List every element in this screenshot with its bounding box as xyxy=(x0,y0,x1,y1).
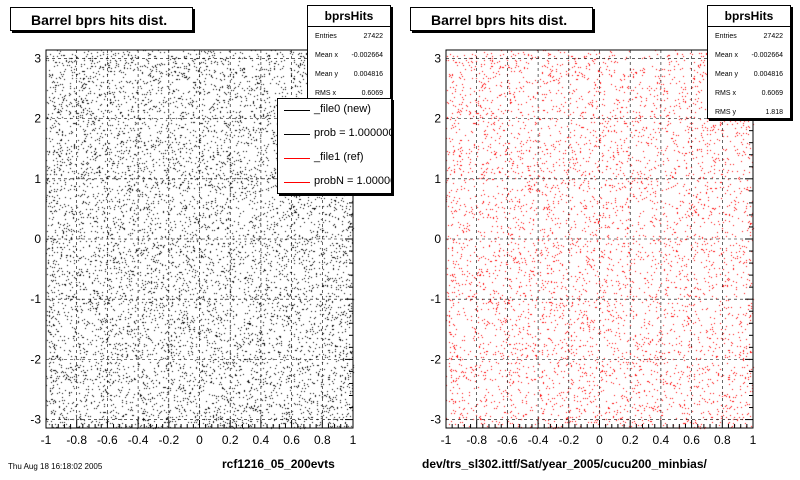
right-stats-name: bprsHits xyxy=(708,6,790,27)
timestamp: Thu Aug 18 16:18:02 2005 xyxy=(8,462,103,471)
x-tick-label: -1 xyxy=(441,433,452,447)
legend-label: probN = 1.000000 xyxy=(314,175,391,187)
y-tick-label: -3 xyxy=(30,413,41,427)
y-tick-label: 2 xyxy=(434,112,441,126)
legend-entry: _file0 (new) xyxy=(278,99,391,123)
y-tick-label: -1 xyxy=(30,292,41,306)
x-tick-label: 0.8 xyxy=(314,433,331,447)
y-tick-label: 3 xyxy=(34,51,41,65)
right-stats-box: bprsHits Entries 27422 Mean x -0.002664 … xyxy=(707,5,791,119)
right-stats-label: Entries xyxy=(715,33,737,40)
left-stats-value: 0.6069 xyxy=(361,90,383,97)
y-tick-label: -2 xyxy=(30,352,41,366)
left-stats-name: bprsHits xyxy=(308,6,390,27)
left-stats-row: Entries 27422 xyxy=(308,27,390,46)
right-stats-label: Mean y xyxy=(715,71,738,78)
x-tick-label: -0.4 xyxy=(528,433,549,447)
x-tick-label: 0.2 xyxy=(622,433,639,447)
y-tick-label: 1 xyxy=(34,172,41,186)
left-stats-label: RMS x xyxy=(315,90,336,97)
right-plot-title: Barrel bprs hits dist. xyxy=(410,7,593,31)
x-tick-label: -1 xyxy=(41,433,52,447)
left-stats-row: Mean y 0.004816 xyxy=(308,65,390,84)
x-tick-label: 0.6 xyxy=(683,433,700,447)
left-stats-value: 27422 xyxy=(363,33,383,40)
x-tick-label: 1 xyxy=(750,433,757,447)
legend-swatch-ref xyxy=(284,158,310,159)
legend-swatch-probn xyxy=(284,182,310,183)
right-stats-value: -0.002664 xyxy=(751,52,783,59)
legend-label: prob = 1.000000 xyxy=(314,127,392,139)
left-stats-box: bprsHits Entries 27422 Mean x -0.002664 … xyxy=(307,5,391,105)
x-tick-label: -0.8 xyxy=(66,433,87,447)
right-caption: dev/trs_sl302.ittf/Sat/year_2005/cucu200… xyxy=(422,457,707,471)
left-stats-label: Entries xyxy=(315,33,337,40)
x-tick-label: -0.4 xyxy=(128,433,149,447)
x-tick-label: 0.2 xyxy=(222,433,239,447)
right-stats-value: 1.818 xyxy=(765,109,783,116)
legend: _file0 (new) prob = 1.000000 _file1 (ref… xyxy=(277,98,392,194)
right-stats-row: RMS x 0.6069 xyxy=(708,84,790,103)
right-stats-value: 0.6069 xyxy=(761,90,783,97)
x-tick-label: 0.4 xyxy=(253,433,270,447)
left-plot-title-text: Barrel bprs hits dist. xyxy=(31,12,168,28)
left-stats-row: Mean x -0.002664 xyxy=(308,46,390,65)
x-tick-label: -0.6 xyxy=(497,433,518,447)
y-tick-label: 0 xyxy=(434,232,441,246)
left-stats-label: Mean x xyxy=(315,52,338,59)
x-tick-label: -0.6 xyxy=(97,433,118,447)
right-stats-row: Entries 27422 xyxy=(708,27,790,46)
x-tick-label: 0.6 xyxy=(283,433,300,447)
x-tick-label: 0.4 xyxy=(653,433,670,447)
right-stats-value: 27422 xyxy=(763,33,783,40)
right-stats-row: RMS y 1.818 xyxy=(708,103,790,122)
legend-entry: probN = 1.000000 xyxy=(278,171,391,193)
legend-entry: _file1 (ref) xyxy=(278,147,391,171)
right-stats-value: 0.004816 xyxy=(753,71,783,78)
x-tick-label: 0.8 xyxy=(714,433,731,447)
legend-entry: prob = 1.000000 xyxy=(278,123,391,147)
y-tick-label: 3 xyxy=(434,51,441,65)
right-stats-label: Mean x xyxy=(715,52,738,59)
y-tick-label: 1 xyxy=(434,172,441,186)
x-tick-label: 1 xyxy=(350,433,357,447)
y-tick-label: 0 xyxy=(34,232,41,246)
legend-label: _file0 (new) xyxy=(314,103,371,115)
x-tick-label: -0.8 xyxy=(466,433,487,447)
x-tick-label: 0 xyxy=(596,433,603,447)
x-tick-label: -0.2 xyxy=(158,433,179,447)
right-plot-title-text: Barrel bprs hits dist. xyxy=(431,12,568,28)
left-stats-row: RMS x 0.6069 xyxy=(308,84,390,103)
right-stats-row: Mean x -0.002664 xyxy=(708,46,790,65)
left-plot-title: Barrel bprs hits dist. xyxy=(10,7,193,31)
y-tick-label: -2 xyxy=(430,352,441,366)
y-tick-label: 2 xyxy=(34,112,41,126)
y-tick-label: -1 xyxy=(430,292,441,306)
right-stats-label: RMS x xyxy=(715,90,736,97)
legend-label: _file1 (ref) xyxy=(314,151,364,163)
legend-swatch-new xyxy=(284,110,310,111)
left-stats-label: Mean y xyxy=(315,71,338,78)
left-stats-value: 0.004816 xyxy=(353,71,383,78)
right-stats-label: RMS y xyxy=(715,109,736,116)
y-tick-label: -3 xyxy=(430,413,441,427)
right-stats-row: Mean y 0.004816 xyxy=(708,65,790,84)
x-tick-label: -0.2 xyxy=(558,433,579,447)
left-caption: rcf1216_05_200evts xyxy=(222,457,335,471)
left-stats-value: -0.002664 xyxy=(351,52,383,59)
x-tick-label: 0 xyxy=(196,433,203,447)
legend-swatch-prob xyxy=(284,134,310,135)
